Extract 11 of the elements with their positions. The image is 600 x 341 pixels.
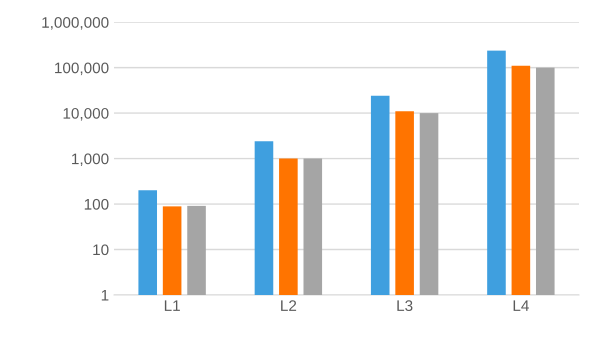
y-tick-label: 100	[84, 198, 109, 210]
y-tick-label: 10	[93, 244, 109, 256]
x-tick-label: L3	[397, 300, 412, 312]
x-tick-label: L4	[514, 300, 529, 311]
y-tick-label: 1	[102, 290, 108, 300]
y-tick-label: 1,000	[72, 153, 109, 166]
y-tick-label: 10,000	[64, 108, 109, 121]
y-tick-label: 100,000	[55, 62, 109, 76]
y-tick-label: 1,000,000	[42, 17, 109, 30]
x-tick-label: L1	[164, 300, 180, 311]
x-tick-label: L2	[281, 300, 296, 311]
